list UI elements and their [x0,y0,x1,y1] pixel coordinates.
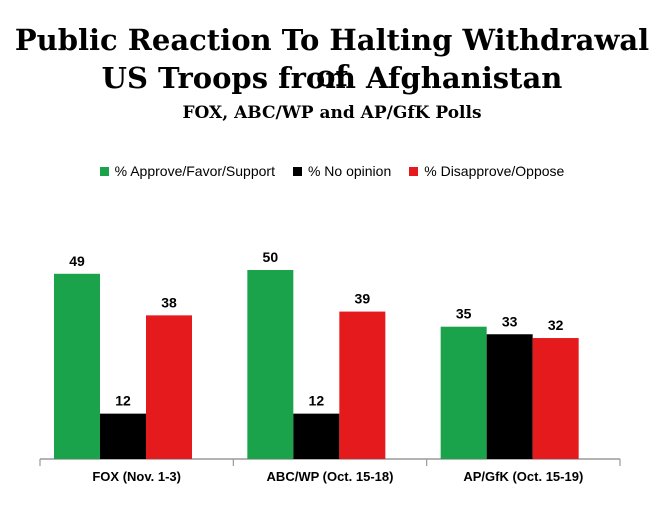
bar-no-opinion [293,413,340,459]
legend-swatch-approve [99,166,109,176]
legend-item-disapprove: % Disapprove/Oppose [409,163,564,179]
x-tick-label: FOX (Nov. 1-3) [92,469,181,484]
bar-approve [440,326,487,459]
chart-title-line-2: US Troops from Afghanistan [101,61,563,95]
bar-approve [54,273,100,459]
chart-title-line-1: Public Reaction To Halting Withdrawal of [14,23,650,93]
legend-label-disapprove: % Disapprove/Oppose [424,163,565,179]
legend-item-approve: % Approve/Favor/Support [99,163,275,179]
legend-label-no-opinion: % No opinion [307,163,392,179]
data-label: 33 [502,313,518,329]
bar-approve [247,270,294,459]
legend-swatch-no-opinion [292,166,302,176]
bar-no-opinion [100,413,146,459]
data-label: 32 [548,317,564,333]
legend-swatch-disapprove [409,166,419,176]
bar-disapprove [339,311,386,459]
chart-subtitle: FOX, ABC/WP and AP/GfK Polls [182,103,482,123]
data-label: 12 [309,393,325,409]
legend-label-approve: % Approve/Favor/Support [114,163,275,179]
chart-legend: % Approve/Favor/Support % No opinion % D… [0,163,664,179]
x-tick-label: AP/GfK (Oct. 15-19) [463,469,583,484]
data-label: 39 [355,291,371,307]
bar-disapprove [532,338,579,459]
legend-item-no-opinion: % No opinion [292,163,392,179]
data-label: 50 [263,249,279,265]
bar-no-opinion [486,334,533,459]
x-tick-label: ABC/WP (Oct. 15-18) [267,469,394,484]
bar-disapprove [146,315,192,459]
data-label: 38 [161,294,177,310]
data-label: 49 [69,253,85,269]
data-label: 12 [115,393,131,409]
data-label: 35 [456,306,472,322]
